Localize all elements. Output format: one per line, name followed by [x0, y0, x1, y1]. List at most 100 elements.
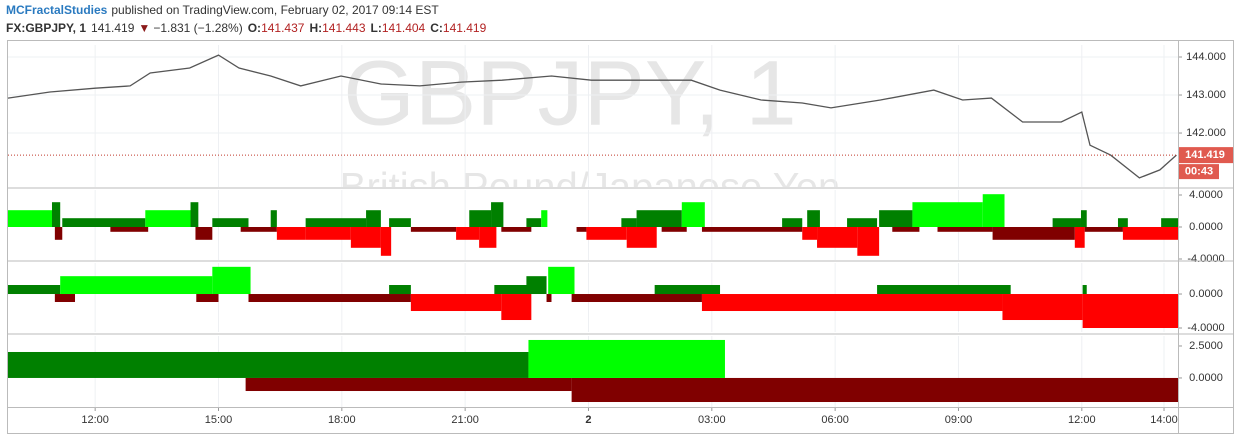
change: −1.831 (−1.28%)	[153, 21, 242, 35]
y-tick-label: 143.000	[1186, 89, 1226, 101]
histogram-bar	[857, 227, 880, 256]
x-tick-label: 14:00	[1150, 414, 1178, 426]
histogram-bar	[350, 227, 381, 248]
y-tick-label: 144.000	[1186, 51, 1226, 63]
histogram-bar	[270, 210, 277, 227]
histogram-bar	[807, 210, 820, 227]
histogram-bar	[1002, 294, 1083, 321]
last-price-tag	[1179, 147, 1233, 164]
histogram-bar	[62, 218, 146, 227]
histogram-bar	[1122, 227, 1178, 240]
histogram-bar	[469, 210, 492, 227]
histogram-bar	[541, 210, 548, 227]
histogram-bar	[8, 210, 52, 227]
histogram-bar	[54, 294, 76, 303]
y-tick-label: 0.0000	[1189, 221, 1223, 233]
histogram-bar	[681, 202, 705, 227]
histogram-bar	[571, 294, 702, 303]
watermark-title: GBPJPY, 1	[343, 42, 796, 144]
plots: 12:00 15:00 18:00 21:00 2 03:00 06:00 09:00 12:0…	[7, 41, 1234, 433]
histogram-bar	[877, 285, 1011, 295]
histogram-bar	[571, 377, 1178, 403]
histogram-bar	[190, 202, 199, 227]
price: 141.419	[91, 21, 135, 35]
histogram-bar	[494, 285, 532, 295]
histogram-bar	[636, 210, 682, 227]
histogram-bar	[501, 294, 532, 321]
histogram-bar	[389, 218, 411, 227]
histogram-bar	[982, 194, 1005, 227]
histogram-bar	[195, 227, 213, 240]
y-tick-label: 0.0000	[1189, 372, 1223, 384]
histogram-bar	[456, 227, 480, 240]
y-tick-label: -4.0000	[1187, 253, 1224, 265]
x-tick-label: 2	[585, 414, 591, 426]
histogram-bar	[1161, 218, 1178, 227]
price-line	[7, 54, 1177, 179]
histogram-bar	[701, 227, 803, 232]
histogram-bar	[847, 218, 878, 227]
histogram-bar	[528, 339, 725, 378]
histogram-bar	[1052, 218, 1081, 227]
x-tick-label: 03:00	[698, 414, 726, 426]
histogram-bar	[366, 210, 381, 227]
histogram-bar	[491, 202, 504, 227]
histogram-bar	[145, 210, 196, 227]
author[interactable]: MCFractalStudies	[6, 3, 108, 17]
histogram-bar	[248, 294, 411, 303]
histogram-bar	[410, 227, 457, 232]
histogram-bar	[501, 227, 532, 232]
close-label: C:	[430, 21, 443, 35]
histogram-bar	[576, 227, 587, 232]
histogram-bar	[380, 227, 392, 256]
histogram-bar	[1084, 227, 1123, 232]
y-tick-label: 4.0000	[1189, 189, 1223, 201]
histogram-bar	[51, 202, 61, 227]
histogram-bar	[586, 227, 627, 240]
last-price-label: 141.419	[1185, 149, 1225, 161]
histogram-bar	[54, 227, 63, 240]
histogram-bar	[1117, 218, 1128, 227]
low-label: L:	[371, 21, 382, 35]
histogram-bar	[1082, 294, 1178, 329]
histogram-bar	[626, 227, 657, 248]
histogram-bar	[654, 285, 721, 295]
histogram-bar	[240, 227, 277, 232]
histogram-bar	[1074, 227, 1085, 248]
open: 141.437	[261, 21, 305, 35]
symbol: FX:GBPJPY, 1	[6, 21, 86, 35]
histogram-bar	[817, 227, 858, 248]
histogram-bar	[548, 266, 575, 295]
histogram-bar	[110, 227, 149, 232]
x-tick-label: 15:00	[205, 414, 233, 426]
histogram-bar	[60, 276, 213, 295]
histogram-bar	[410, 294, 502, 312]
histogram-bar	[526, 276, 547, 295]
low: 141.404	[382, 21, 426, 35]
histogram-bar	[892, 227, 920, 232]
x-tick-label: 21:00	[451, 414, 479, 426]
histogram-bar	[992, 227, 1075, 240]
histogram-bar	[479, 227, 497, 248]
histogram-bar	[8, 351, 529, 378]
header-line-1: MCFractalStudies published on TradingView…	[6, 3, 439, 17]
histogram-bar	[1082, 285, 1087, 295]
published: published on TradingView.com, February 0…	[111, 3, 439, 17]
high: 141.443	[322, 21, 366, 35]
high-label: H:	[309, 21, 322, 35]
histogram-bar	[621, 218, 637, 227]
countdown-label: 00:43	[1185, 166, 1213, 178]
histogram-bar	[661, 227, 687, 232]
histogram-bar	[305, 227, 351, 240]
histogram-bar	[212, 266, 251, 295]
histogram-bar	[212, 218, 249, 227]
histogram-bar	[879, 210, 913, 227]
histogram-bar	[8, 285, 61, 295]
y-tick-label: -4.0000	[1187, 322, 1224, 334]
x-tick-label: 09:00	[945, 414, 973, 426]
countdown-tag	[1179, 164, 1219, 180]
x-tick-label: 12:00	[81, 414, 109, 426]
histogram-bar	[937, 227, 993, 232]
open-label: O:	[248, 21, 261, 35]
